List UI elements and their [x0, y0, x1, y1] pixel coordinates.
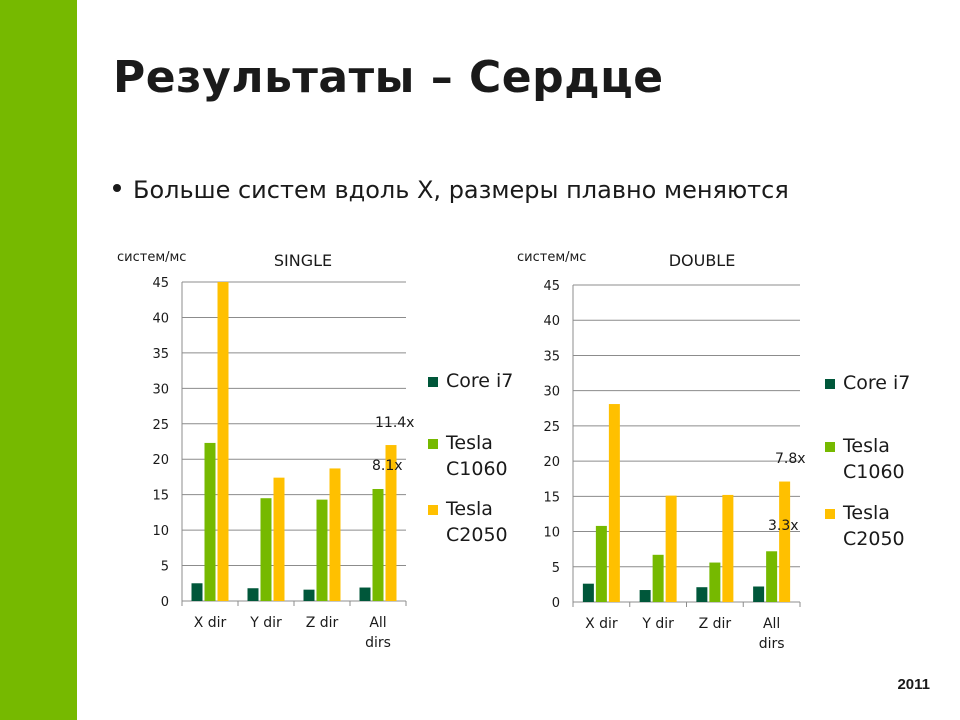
year-label: 2011 — [897, 676, 930, 693]
legend-label: C2050 — [446, 524, 508, 546]
bar — [303, 589, 315, 601]
legend-label: Core i7 — [446, 370, 513, 392]
legend-swatch — [825, 442, 835, 452]
y-tick-label: 15 — [543, 490, 560, 505]
legend-swatch — [825, 509, 835, 519]
y-tick-label: 25 — [152, 418, 169, 433]
x-tick-label: All — [369, 615, 386, 631]
legend-label: C2050 — [843, 528, 905, 550]
bar — [608, 404, 620, 602]
bar — [766, 551, 778, 602]
y-tick-label: 0 — [552, 596, 560, 611]
y-tick-label: 20 — [543, 455, 560, 470]
x-tick-label: Z dir — [306, 615, 339, 631]
y-tick-label: 10 — [152, 524, 169, 539]
legend-label: Core i7 — [843, 372, 910, 394]
y-axis-label: систем/мс — [117, 250, 186, 265]
x-tick-label: Z dir — [699, 616, 732, 632]
bar — [385, 445, 397, 601]
x-tick-label: Y dir — [249, 615, 282, 631]
legend-label: Tesla — [445, 498, 493, 520]
bar — [359, 587, 371, 601]
bar — [753, 586, 765, 602]
y-tick-label: 10 — [543, 526, 560, 541]
bar — [779, 481, 791, 602]
bar — [639, 590, 651, 602]
legend-label: C1060 — [843, 461, 905, 483]
bar — [316, 499, 328, 601]
y-tick-label: 0 — [161, 595, 169, 610]
bar — [260, 498, 272, 601]
y-tick-label: 45 — [543, 279, 560, 294]
legend-swatch — [428, 439, 438, 449]
bar — [595, 525, 607, 602]
legend-label: Tesla — [842, 435, 890, 457]
speedup-annotation: 3.3x — [768, 518, 799, 534]
x-tick-label: Y dir — [641, 616, 674, 632]
bar — [696, 587, 708, 602]
bar — [652, 554, 664, 602]
bar — [722, 494, 734, 602]
legend-label: C1060 — [446, 458, 508, 480]
bullet-item: Больше систем вдоль X, размеры плавно ме… — [113, 176, 789, 204]
bar — [191, 583, 203, 601]
bullet-text: Больше систем вдоль X, размеры плавно ме… — [133, 176, 789, 204]
y-tick-label: 35 — [152, 347, 169, 362]
y-tick-label: 35 — [543, 349, 560, 364]
legend-swatch — [428, 505, 438, 515]
y-tick-label: 5 — [161, 560, 169, 575]
bar — [582, 583, 594, 602]
bar — [204, 442, 216, 601]
x-tick-label: dirs — [759, 636, 785, 652]
bar — [273, 477, 285, 601]
bar — [247, 588, 259, 601]
y-tick-label: 15 — [152, 489, 169, 504]
bar — [709, 562, 721, 602]
x-tick-label: X dir — [585, 616, 618, 632]
bar — [372, 488, 384, 601]
bar — [329, 468, 341, 601]
x-tick-label: dirs — [365, 635, 391, 651]
chart-double: 0 5 10 15 20 25 30 35 40 45 X dir Y dir Z dir All dirs… — [517, 250, 910, 652]
speedup-annotation: 8.1x — [372, 458, 403, 474]
speedup-annotation: 7.8x — [775, 451, 806, 467]
chart-title: DOUBLE — [669, 251, 736, 270]
y-tick-label: 40 — [152, 311, 169, 326]
x-tick-label: All — [763, 616, 780, 632]
slide-title: Результаты – Сердце — [113, 52, 664, 103]
bar — [217, 282, 229, 601]
bar — [665, 495, 677, 602]
legend-swatch — [825, 379, 835, 389]
legend-label: Tesla — [842, 502, 890, 524]
y-axis-label: систем/мс — [517, 250, 586, 265]
speedup-annotation: 11.4x — [375, 415, 414, 431]
accent-side-bar — [0, 0, 77, 720]
y-tick-label: 30 — [543, 385, 560, 400]
y-tick-label: 30 — [152, 382, 169, 397]
chart-title: SINGLE — [274, 251, 332, 270]
y-tick-label: 5 — [552, 561, 560, 576]
legend-label: Tesla — [445, 432, 493, 454]
y-tick-label: 40 — [543, 314, 560, 329]
bullet-dot-icon — [113, 184, 121, 192]
x-tick-label: X dir — [194, 615, 227, 631]
chart-single: 0 5 10 15 20 25 30 35 40 45 X dir Y dir Z dir All dirs… — [117, 250, 513, 651]
y-tick-label: 20 — [152, 453, 169, 468]
legend-swatch — [428, 377, 438, 387]
y-tick-label: 25 — [543, 420, 560, 435]
y-tick-label: 45 — [152, 276, 169, 291]
